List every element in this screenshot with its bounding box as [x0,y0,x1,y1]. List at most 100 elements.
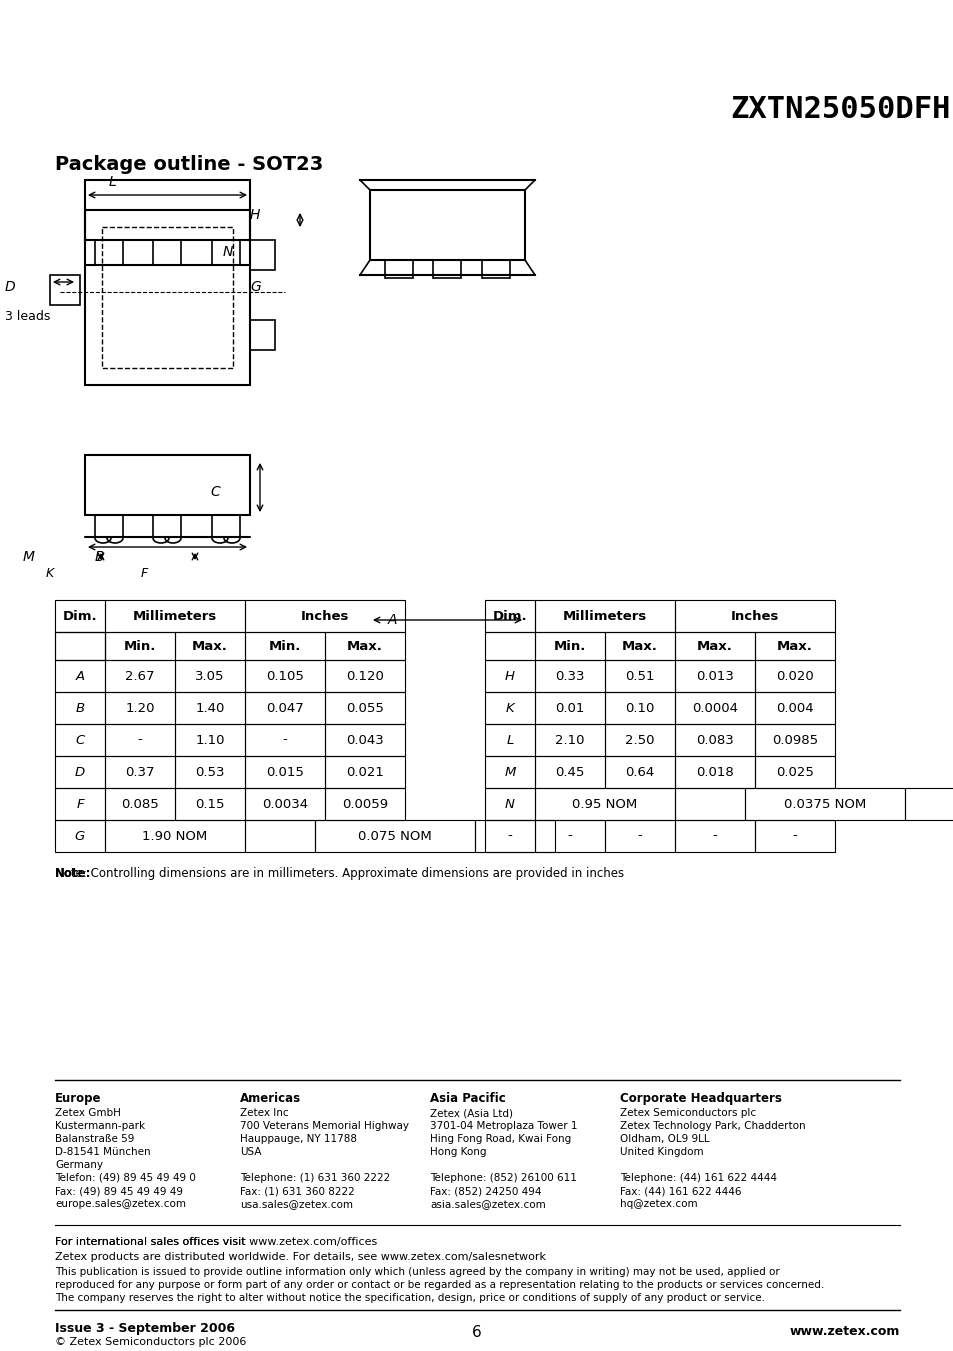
Bar [105,661,174,692]
Text: Package outline - SOT23: Package outline - SOT23 [55,155,323,174]
Bar [604,632,675,661]
Bar [55,632,105,661]
Bar [604,757,675,788]
Text: Hauppauge, NY 11788: Hauppauge, NY 11788 [240,1133,356,1144]
Bar [904,788,953,820]
Text: europe.sales@zetex.com: europe.sales@zetex.com [55,1198,186,1209]
Text: Corporate Headquarters: Corporate Headquarters [619,1092,781,1105]
Bar [245,788,325,820]
Text: Telefon: (49) 89 45 49 49 0: Telefon: (49) 89 45 49 49 0 [55,1173,195,1183]
Text: 0.047: 0.047 [266,701,304,715]
Text: 1.10: 1.10 [195,734,225,747]
Bar [754,632,834,661]
Text: Issue 3 - September 2006: Issue 3 - September 2006 [55,1323,234,1335]
Bar [675,600,834,632]
Text: Kustermann-park: Kustermann-park [55,1121,145,1131]
Text: 0.15: 0.15 [195,797,225,811]
Text: 0.33: 0.33 [555,670,584,682]
Text: Note: Controlling dimensions are in millimeters. Approximate dimensions are prov: Note: Controlling dimensions are in mill… [55,867,623,880]
Text: 0.055: 0.055 [346,701,383,715]
Bar [325,724,405,757]
Text: 0.64: 0.64 [625,766,654,778]
Text: 2.10: 2.10 [555,734,584,747]
Bar [55,820,105,852]
Text: United Kingdom: United Kingdom [619,1147,703,1156]
Text: 0.01: 0.01 [555,701,584,715]
Text: 0.10: 0.10 [624,701,654,715]
Text: Europe: Europe [55,1092,101,1105]
Bar [535,661,604,692]
Bar [754,692,834,724]
Text: 0.95 NOM: 0.95 NOM [572,797,637,811]
Bar [245,661,325,692]
Bar [484,724,535,757]
Bar [55,692,105,724]
Text: Telephone: (852) 26100 611: Telephone: (852) 26100 611 [430,1173,577,1183]
Bar [245,820,314,852]
Text: Hong Kong: Hong Kong [430,1147,486,1156]
Bar [105,692,174,724]
Text: Max.: Max. [192,639,228,653]
Text: Germany: Germany [55,1161,103,1170]
Bar [754,724,834,757]
Bar [484,820,535,852]
Text: L: L [506,734,513,747]
Text: H: H [504,670,515,682]
Bar [105,632,174,661]
Text: M: M [23,550,35,563]
Bar [484,692,535,724]
Text: Zetex Technology Park, Chadderton: Zetex Technology Park, Chadderton [619,1121,804,1131]
Text: Max.: Max. [347,639,382,653]
Bar [475,820,555,852]
Text: B: B [75,701,85,715]
Text: -: - [567,830,572,843]
Text: 700 Veterans Memorial Highway: 700 Veterans Memorial Highway [240,1121,409,1131]
Bar [604,724,675,757]
Text: Dim.: Dim. [63,609,97,623]
Text: N: N [504,797,515,811]
Text: Max.: Max. [621,639,658,653]
Text: 0.075 NOM: 0.075 NOM [357,830,432,843]
Bar [675,724,754,757]
Text: -: - [137,734,142,747]
Bar [55,600,105,632]
Text: Fax: (44) 161 622 4446: Fax: (44) 161 622 4446 [619,1186,740,1196]
Bar [314,820,475,852]
Text: 0.37: 0.37 [125,766,154,778]
Text: www.zetex.com: www.zetex.com [789,1325,899,1337]
Text: Fax: (852) 24250 494: Fax: (852) 24250 494 [430,1186,541,1196]
Text: For international sales offices visit: For international sales offices visit [55,1238,249,1247]
Bar [105,820,245,852]
Bar [325,757,405,788]
Text: 0.018: 0.018 [696,766,733,778]
Text: 0.0034: 0.0034 [262,797,308,811]
Text: H: H [250,208,260,222]
Text: 1.20: 1.20 [125,701,154,715]
Text: ZXTN25050DFH: ZXTN25050DFH [729,95,949,124]
Text: M: M [504,766,516,778]
Text: D: D [5,280,15,295]
Bar [55,661,105,692]
Text: -: - [712,830,717,843]
Bar [55,757,105,788]
Bar [535,600,675,632]
Text: -: - [792,830,797,843]
Bar [675,632,754,661]
Text: Inches: Inches [730,609,779,623]
Text: 0.020: 0.020 [776,670,813,682]
Text: hq@zetex.com: hq@zetex.com [619,1198,697,1209]
Text: Zetex products are distributed worldwide. For details, see www.zetex.com/salesne: Zetex products are distributed worldwide… [55,1252,545,1262]
Bar [744,788,904,820]
Text: A: A [387,613,396,627]
Text: 0.085: 0.085 [121,797,159,811]
Bar [325,692,405,724]
Bar [105,600,245,632]
Bar [174,692,245,724]
Bar [174,788,245,820]
Bar [604,692,675,724]
Bar [55,724,105,757]
Text: Telephone: (1) 631 360 2222: Telephone: (1) 631 360 2222 [240,1173,390,1183]
Text: -: - [282,734,287,747]
Text: 6: 6 [472,1325,481,1340]
Bar [245,600,405,632]
